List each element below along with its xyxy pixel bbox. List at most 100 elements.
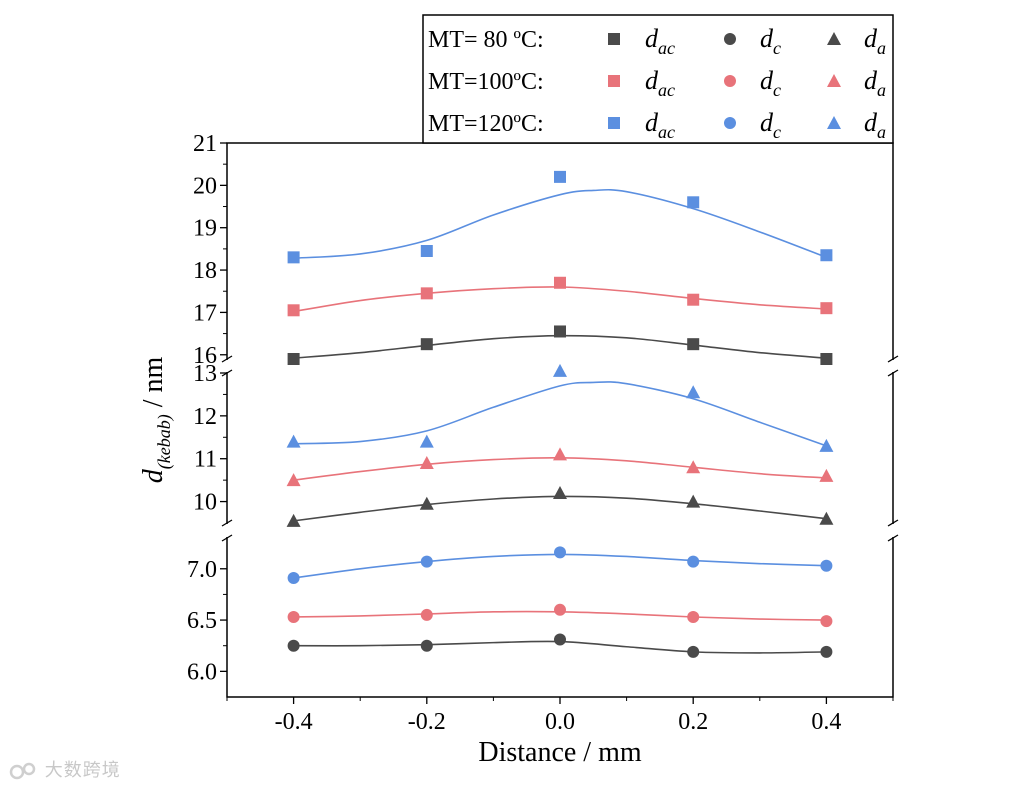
y-tick-label: 20	[193, 173, 217, 199]
y-tick-label: 6.0	[187, 659, 217, 685]
series-100-da-fit-line	[293, 457, 827, 481]
y-tick-label: 21	[193, 131, 217, 157]
series-80-dc-point	[287, 639, 300, 652]
series-100-da-point	[286, 473, 301, 487]
axis-break-mark	[221, 534, 233, 542]
series-120-dac-fit-line	[293, 188, 827, 259]
series-80-da-point	[553, 486, 567, 499]
legend-label-120-a: da	[864, 108, 886, 142]
series-80-dac-point	[420, 338, 433, 351]
y-tick-label: 6.5	[187, 608, 217, 634]
legend-marker-80-ac	[608, 33, 620, 45]
series-80-da-point	[819, 511, 834, 525]
series-120-dc-point	[287, 572, 300, 585]
series-100-dac-point	[820, 302, 833, 315]
legend-label-80-c: dc	[760, 24, 781, 58]
watermark-logo-icon	[9, 762, 36, 780]
series-100-dc-point	[420, 608, 433, 621]
legend-row-label-80: MT= 80 ºC:	[428, 27, 544, 53]
legend-marker-100-ac	[608, 75, 620, 87]
y-tick-label: 12	[193, 404, 217, 430]
legend-marker-100-c	[724, 75, 736, 87]
axis-break-mark	[887, 534, 899, 542]
axis-break-mark	[887, 519, 899, 527]
legend-label-120-c: dc	[760, 108, 781, 142]
x-tick-label: 0.4	[811, 709, 841, 735]
x-tick-label: 0.0	[545, 709, 575, 735]
series-100-dc-point	[687, 610, 700, 623]
legend-marker-120-a	[827, 116, 841, 129]
series-120-da-point	[819, 438, 834, 452]
legend-marker-120-ac	[608, 117, 620, 129]
series-100-dac-point	[420, 287, 433, 300]
legend-marker-80-a	[827, 32, 841, 45]
series-120-dac-point	[287, 251, 300, 264]
legend-label-120-ac: dac	[645, 108, 675, 142]
series-80-dac-point	[287, 353, 300, 365]
series-120-dc-point	[554, 546, 566, 559]
y-axis-title: d(kebab) / nm	[138, 357, 175, 484]
series-120-dc-point	[420, 555, 433, 568]
y-tick-label: 11	[194, 447, 217, 473]
series-80-dac-point	[687, 338, 700, 351]
axis-break-mark	[887, 355, 899, 363]
x-axis-title: Distance / mm	[478, 737, 642, 768]
series-100-da-point	[553, 447, 567, 461]
axis-break-mark	[887, 369, 899, 377]
series-80-da-point	[286, 513, 301, 527]
y-tick-label: 19	[193, 216, 217, 242]
series-120-da-point	[419, 434, 434, 448]
series-100-dac-point	[687, 293, 700, 306]
series-80-dac-point	[554, 325, 566, 338]
series-80-dc-point	[820, 645, 833, 658]
axis-break-gap-right	[889, 360, 897, 372]
series-80-dc-point	[687, 645, 700, 658]
series-120-dc-point	[820, 559, 833, 572]
legend-label-80-a: da	[864, 24, 886, 58]
series-100-dac-point	[554, 276, 566, 289]
series-120-dac-point	[687, 196, 700, 209]
x-tick-label: -0.2	[408, 709, 446, 735]
x-tick-label: 0.2	[678, 709, 708, 735]
series-100-dac-fit-line	[293, 286, 827, 313]
series-120-da-point	[286, 434, 301, 448]
series-100-dc-point	[554, 603, 566, 616]
watermark-text: 大数跨境	[44, 760, 121, 781]
legend-label-100-c: dc	[760, 66, 781, 100]
series-80-da-point	[419, 496, 434, 510]
legend-marker-80-c	[724, 33, 736, 45]
series-100-dc-point	[820, 615, 833, 628]
legend-row-label-100: MT=100ºC:	[428, 69, 544, 95]
y-tick-label: 10	[193, 490, 217, 516]
axis-break-mark	[221, 355, 233, 363]
y-tick-label: 7.0	[187, 557, 217, 583]
x-tick-label: -0.4	[275, 709, 313, 735]
y-tick-label: 16	[193, 343, 217, 369]
watermark: 大数跨境	[8, 756, 121, 782]
series-120-da-fit-line	[293, 381, 827, 447]
legend-marker-120-c	[724, 117, 736, 129]
legend-label-100-ac: dac	[645, 66, 675, 100]
axis-break-gap-left	[223, 524, 231, 537]
series-120-dac-point	[420, 245, 433, 257]
axis-break-mark	[221, 519, 233, 527]
legend-label-100-a: da	[864, 66, 886, 100]
series-100-da-point	[686, 460, 701, 474]
series-80-da-fit-line	[293, 495, 827, 522]
legend-row-label-120: MT=120ºC:	[428, 111, 544, 137]
series-100-dc-point	[287, 610, 300, 623]
series-80-dc-point	[420, 639, 433, 652]
axis-break-gap-right	[889, 524, 897, 537]
series-80-dac-point	[820, 353, 833, 365]
series-80-da-point	[686, 494, 701, 508]
series-120-dac-point	[554, 170, 566, 183]
y-tick-label: 13	[193, 361, 217, 387]
series-120-da-point	[553, 363, 567, 377]
series-100-da-point	[819, 468, 834, 482]
series-100-da-point	[419, 456, 434, 469]
axis-break-gap-left	[223, 360, 231, 372]
legend-marker-100-a	[827, 74, 841, 87]
legend-box	[422, 14, 894, 144]
series-120-dac-point	[820, 249, 833, 262]
